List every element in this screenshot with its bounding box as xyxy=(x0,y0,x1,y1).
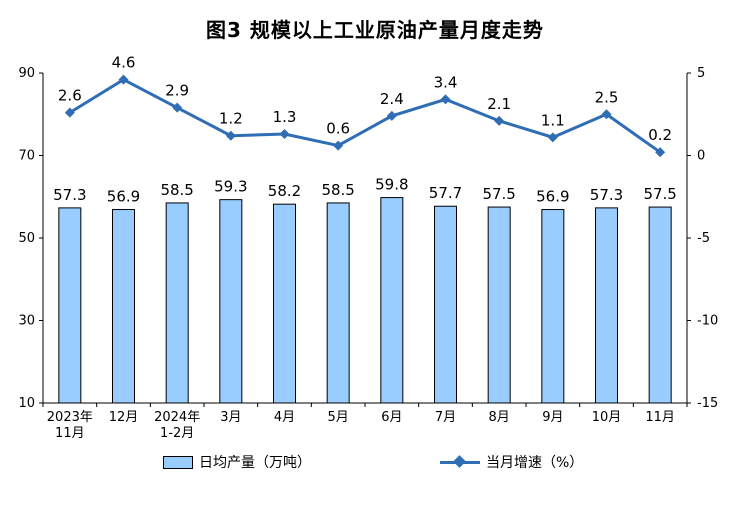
left-tick-label: 90 xyxy=(18,66,35,81)
growth-point xyxy=(64,107,75,118)
bar-value-label: 57.3 xyxy=(53,186,86,204)
x-tick-label: 11月 xyxy=(645,410,675,425)
x-tick-label: 12月 xyxy=(109,410,139,425)
bar-value-label: 57.5 xyxy=(482,185,515,203)
bar xyxy=(219,199,243,404)
bar-value-label: 57.5 xyxy=(643,185,676,203)
bar xyxy=(326,202,350,404)
growth-value-label: 2.1 xyxy=(487,95,511,113)
growth-value-label: 4.6 xyxy=(112,54,136,72)
bar-value-label: 59.8 xyxy=(375,176,408,194)
x-tick-label: 4月 xyxy=(274,410,295,425)
bar xyxy=(273,203,296,404)
x-tick-label: 7月 xyxy=(435,410,456,425)
x-tick-label: 9月 xyxy=(542,410,563,425)
legend-item-bar: 日均产量（万吨） xyxy=(163,452,311,472)
chart-legend: 日均产量（万吨） 当月增速（%） xyxy=(0,452,750,476)
x-tick-label: 1-2月 xyxy=(160,426,194,441)
legend-item-line: 当月增速（%） xyxy=(440,452,583,472)
growth-value-label: 2.4 xyxy=(380,90,404,108)
growth-value-label: 0.6 xyxy=(326,120,350,138)
growth-point xyxy=(440,94,451,105)
bar-value-label: 58.2 xyxy=(268,182,301,200)
x-tick-label: 2023年 xyxy=(47,410,93,425)
growth-point xyxy=(494,115,505,126)
x-tick-label: 2024年 xyxy=(154,410,200,425)
growth-point xyxy=(655,147,666,158)
growth-value-label: 2.9 xyxy=(165,82,189,100)
x-tick-label: 11月 xyxy=(55,426,85,441)
left-tick-label: 70 xyxy=(18,149,35,164)
bar-value-label: 56.9 xyxy=(107,188,140,206)
bar-value-label: 59.3 xyxy=(214,178,247,196)
x-tick-label: 3月 xyxy=(220,410,241,425)
bar-value-label: 57.3 xyxy=(590,186,623,204)
x-tick-label: 6月 xyxy=(381,410,402,425)
right-tick-label: 5 xyxy=(697,66,705,81)
bar xyxy=(58,207,82,404)
x-tick-label: 10月 xyxy=(592,410,622,425)
right-tick-label: 0 xyxy=(697,149,705,164)
growth-value-label: 1.2 xyxy=(219,110,243,128)
growth-point xyxy=(601,109,612,120)
left-tick-label: 50 xyxy=(18,231,35,246)
growth-value-label: 1.1 xyxy=(541,111,565,129)
growth-point xyxy=(279,129,290,140)
bar-value-label: 57.7 xyxy=(429,184,462,202)
legend-label-line: 当月增速（%） xyxy=(486,455,584,471)
bar xyxy=(380,197,404,404)
right-tick-label: -5 xyxy=(697,231,710,246)
bar-value-label: 58.5 xyxy=(321,181,354,199)
right-tick-label: -15 xyxy=(697,396,718,411)
bar-value-label: 56.9 xyxy=(536,188,569,206)
bar xyxy=(112,209,135,404)
left-tick-label: 10 xyxy=(18,396,35,411)
chart-title: 图3 规模以上工业原油产量月度走势 xyxy=(206,18,544,42)
growth-line xyxy=(69,77,662,154)
growth-point xyxy=(333,140,344,151)
bar xyxy=(487,206,511,404)
growth-value-label: 0.2 xyxy=(648,126,672,144)
growth-value-label: 1.3 xyxy=(273,108,297,126)
x-tick-label: 8月 xyxy=(489,410,510,425)
growth-point xyxy=(172,102,183,113)
growth-value-label: 2.5 xyxy=(595,88,619,106)
legend-label-bar: 日均产量（万吨） xyxy=(199,455,311,471)
growth-point xyxy=(547,132,558,143)
legend-line-swatch xyxy=(440,455,480,469)
bar xyxy=(541,209,565,404)
growth-point xyxy=(225,130,236,141)
growth-point xyxy=(118,74,129,85)
right-tick-label: -10 xyxy=(697,314,718,329)
bar xyxy=(434,205,457,404)
growth-value-label: 3.4 xyxy=(434,73,458,91)
bar xyxy=(595,207,618,404)
left-tick-label: 30 xyxy=(18,314,35,329)
legend-bar-swatch xyxy=(163,455,193,469)
x-tick-label: 5月 xyxy=(328,410,349,425)
bar xyxy=(648,206,672,404)
bar xyxy=(165,202,189,404)
growth-point xyxy=(386,110,397,121)
bar-value-label: 58.5 xyxy=(160,181,193,199)
growth-value-label: 2.6 xyxy=(58,87,82,105)
